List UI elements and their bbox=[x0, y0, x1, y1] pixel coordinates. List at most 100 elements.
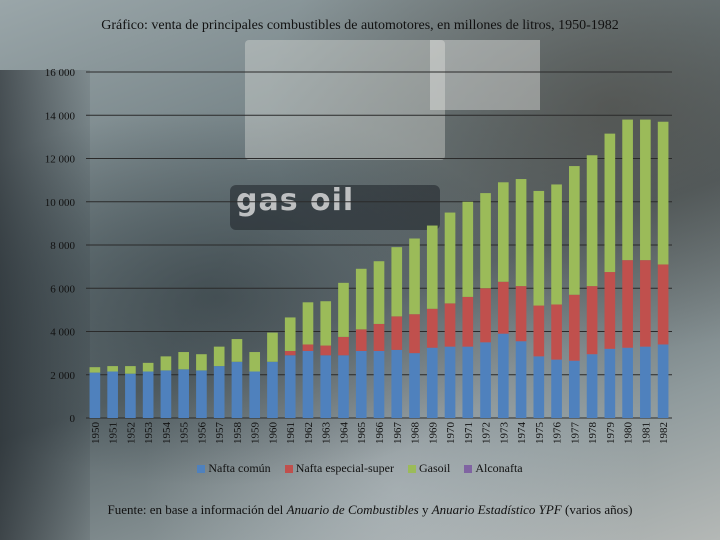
x-tick-label: 1978 bbox=[587, 422, 599, 445]
bar-segment bbox=[107, 366, 118, 372]
y-tick-label: 12 000 bbox=[45, 154, 76, 166]
bar-segment bbox=[89, 372, 101, 418]
bar-segment bbox=[355, 329, 367, 351]
bar-segment bbox=[373, 350, 385, 418]
bar-segment bbox=[160, 370, 172, 418]
x-tick-label: 1975 bbox=[534, 422, 546, 445]
x-tick-label: 1955 bbox=[179, 422, 191, 445]
bar-segment bbox=[515, 286, 527, 342]
bar-segment bbox=[586, 155, 598, 287]
bar-segment bbox=[444, 346, 456, 418]
bar-segment bbox=[178, 369, 189, 418]
bar-segment bbox=[142, 371, 154, 418]
x-tick-label: 1980 bbox=[623, 422, 635, 445]
bar-segment bbox=[426, 225, 438, 309]
bar-segment bbox=[142, 362, 154, 372]
x-tick-label: 1950 bbox=[90, 422, 102, 445]
x-tick-label: 1970 bbox=[445, 422, 457, 445]
bar-segment bbox=[320, 355, 332, 418]
bar-segment bbox=[480, 193, 491, 289]
bar-segment bbox=[622, 119, 633, 261]
y-tick-label: 6 000 bbox=[50, 283, 75, 295]
bar-segment bbox=[284, 350, 296, 356]
bar-segment bbox=[551, 184, 562, 305]
bar-segment bbox=[462, 296, 474, 347]
x-tick-label: 1953 bbox=[143, 422, 155, 445]
bar-segment bbox=[338, 282, 349, 337]
x-tick-label: 1979 bbox=[605, 422, 617, 445]
bar-segment bbox=[640, 260, 651, 347]
legend-item: Alconafta bbox=[464, 461, 523, 476]
y-tick-label: 16 000 bbox=[45, 67, 76, 79]
bar-segment bbox=[640, 119, 651, 261]
bar-segment bbox=[640, 346, 651, 418]
legend-swatch bbox=[464, 464, 473, 473]
x-tick-label: 1961 bbox=[285, 422, 297, 444]
bar-segment bbox=[480, 288, 491, 343]
bar-segment bbox=[302, 350, 314, 418]
x-tick-label: 1981 bbox=[640, 422, 652, 444]
bar-segment bbox=[213, 346, 225, 367]
bar-segment bbox=[604, 348, 616, 418]
bar-segment bbox=[373, 323, 385, 351]
background-pump-label-text: gas oil bbox=[236, 183, 355, 218]
bar-segment bbox=[231, 361, 243, 418]
bar-segment bbox=[497, 281, 509, 334]
bar-segment bbox=[373, 261, 385, 324]
bar-segment bbox=[249, 371, 261, 418]
bar-segment bbox=[409, 314, 420, 354]
footnote-source-1: Anuario de Combustibles bbox=[286, 502, 419, 517]
x-tick-label: 1962 bbox=[303, 422, 315, 444]
legend-item: Nafta especial-super bbox=[284, 461, 394, 476]
bar-segment bbox=[515, 179, 527, 287]
bar-segment bbox=[125, 373, 136, 418]
bar-segment bbox=[515, 341, 527, 418]
y-tick-label: 0 bbox=[70, 413, 76, 425]
legend-item: Gasoil bbox=[407, 461, 450, 476]
x-tick-label: 1977 bbox=[569, 422, 581, 445]
bar-segment bbox=[409, 353, 420, 418]
bar-segment bbox=[657, 264, 669, 345]
bar-segment bbox=[480, 342, 491, 418]
bar-segment bbox=[213, 366, 225, 418]
x-tick-label: 1972 bbox=[481, 422, 493, 444]
background-pump-label bbox=[230, 185, 440, 230]
x-tick-label: 1958 bbox=[232, 422, 244, 445]
legend-label: Alconafta bbox=[475, 461, 523, 475]
x-tick-label: 1971 bbox=[463, 422, 475, 444]
legend-item: Nafta común bbox=[197, 461, 271, 476]
bar-segment bbox=[569, 360, 580, 418]
bar-segment bbox=[569, 166, 580, 295]
x-tick-label: 1965 bbox=[356, 422, 368, 445]
x-tick-label: 1973 bbox=[498, 422, 510, 445]
bar-segment bbox=[622, 260, 633, 348]
bar-segment bbox=[302, 344, 314, 351]
bar-segment bbox=[497, 182, 509, 282]
bar-segment bbox=[391, 247, 403, 317]
footnote-middle: y bbox=[418, 502, 432, 517]
legend-label: Nafta común bbox=[208, 461, 271, 475]
bar-segment bbox=[196, 354, 207, 371]
y-tick-label: 4 000 bbox=[50, 327, 75, 339]
footnote-suffix: (varios años) bbox=[561, 502, 633, 517]
x-tick-label: 1967 bbox=[392, 422, 404, 445]
bar-segment bbox=[107, 371, 118, 418]
y-tick-label: 10 000 bbox=[45, 197, 76, 209]
bar-segment bbox=[604, 272, 616, 349]
bar-segment bbox=[462, 346, 474, 418]
bar-segment bbox=[267, 332, 278, 362]
bar-segment bbox=[444, 303, 456, 347]
y-tick-label: 8 000 bbox=[50, 240, 75, 252]
legend-swatch bbox=[197, 464, 206, 473]
x-tick-label: 1959 bbox=[250, 422, 262, 445]
bar-segment bbox=[391, 316, 403, 350]
x-tick-label: 1952 bbox=[125, 422, 137, 444]
bar-segment bbox=[391, 349, 403, 418]
source-footnote: Fuente: en base a información del Anuari… bbox=[0, 502, 720, 518]
bar-segment bbox=[533, 305, 545, 357]
bar-segment bbox=[284, 317, 296, 351]
x-tick-label: 1969 bbox=[427, 422, 439, 445]
x-tick-label: 1974 bbox=[516, 422, 528, 445]
bar-segment bbox=[533, 356, 545, 418]
